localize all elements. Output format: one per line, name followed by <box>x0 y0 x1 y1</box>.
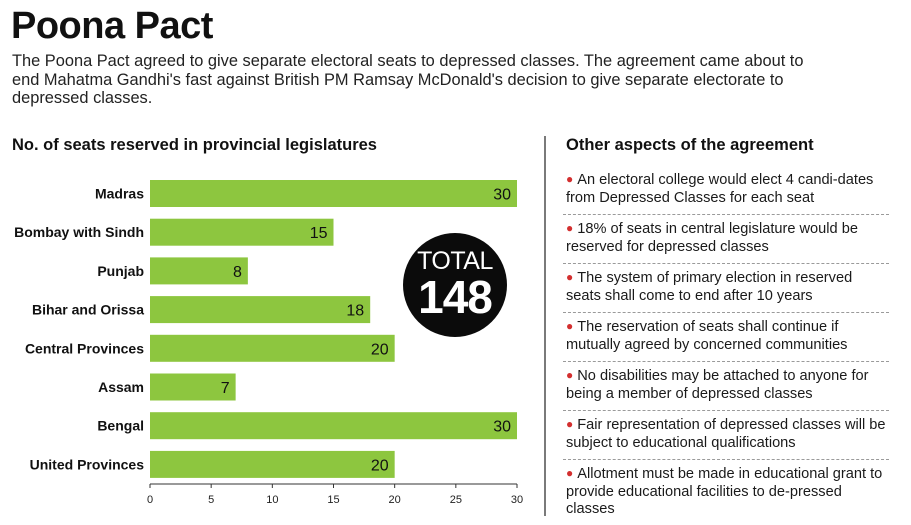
aspect-text: Fair representation of depressed classes… <box>566 417 886 451</box>
bullet-icon: ● <box>566 221 574 235</box>
bullet-icon: ● <box>566 368 574 382</box>
bar <box>150 412 517 440</box>
aspect-item: ● 18% of seats in central legislature wou… <box>563 215 889 264</box>
x-tick-label: 30 <box>511 494 523 506</box>
bullet-icon: ● <box>566 319 574 333</box>
x-tick-label: 25 <box>450 494 462 506</box>
aspect-text: An electoral college would elect 4 candi… <box>566 172 874 206</box>
x-tick-label: 10 <box>266 494 278 506</box>
bullet-icon: ● <box>566 172 574 186</box>
bullet-icon: ● <box>566 270 574 284</box>
page-title: Poona Pact <box>11 5 213 47</box>
aspect-text: 18% of seats in central legislature woul… <box>566 221 858 255</box>
data-label: 18 <box>346 303 364 320</box>
aspect-text: Allotment must be made in educational gr… <box>566 466 883 517</box>
bullet-icon: ● <box>566 417 574 431</box>
aspect-text: The system of primary election in reserv… <box>566 270 853 304</box>
bullet-icon: ● <box>566 466 574 480</box>
total-badge: TOTAL 148 <box>403 233 507 337</box>
aspect-text: The reservation of seats shall continue … <box>566 319 848 353</box>
aspect-item: ● No disabilities may be attached to anyo… <box>563 362 889 411</box>
total-value: 148 <box>418 271 493 323</box>
data-label: 20 <box>371 341 389 358</box>
category-label: Central Provinces <box>25 340 144 356</box>
bar <box>150 296 371 324</box>
category-label: Madras <box>95 186 144 202</box>
aspect-text: No disabilities may be attached to anyon… <box>566 368 869 402</box>
aspects-list: ● An electoral college would elect 4 cand… <box>563 166 889 525</box>
bar <box>150 373 236 401</box>
category-label: Bengal <box>97 418 144 434</box>
bar <box>150 257 248 285</box>
x-tick-label: 0 <box>147 494 153 506</box>
data-label: 15 <box>310 225 328 242</box>
data-label: 20 <box>371 457 389 474</box>
category-label: United Provinces <box>30 456 145 472</box>
bar <box>150 218 334 246</box>
category-label: Bihar and Orissa <box>32 302 144 318</box>
aspect-item: ● An electoral college would elect 4 cand… <box>563 166 889 215</box>
aspect-item: ● Allotment must be made in educational g… <box>563 460 889 525</box>
page-subtitle: The Poona Pact agreed to give separate e… <box>12 52 804 107</box>
x-tick-label: 20 <box>389 494 401 506</box>
data-label: 8 <box>233 264 242 281</box>
data-label: 7 <box>221 380 230 397</box>
category-label: Punjab <box>97 263 144 279</box>
total-label: TOTAL <box>417 247 493 275</box>
bar <box>150 334 395 362</box>
x-tick-label: 15 <box>327 494 339 506</box>
bar <box>150 180 517 207</box>
aspects-heading: Other aspects of the agreement <box>566 136 814 154</box>
data-label: 30 <box>493 187 511 204</box>
category-label: Assam <box>98 379 144 395</box>
column-divider <box>544 136 546 516</box>
bar <box>150 450 395 478</box>
aspect-item: ● The system of primary election in reser… <box>563 264 889 313</box>
data-label: 30 <box>493 419 511 436</box>
x-tick-label: 5 <box>208 494 214 506</box>
aspect-item: ● Fair representation of depressed classe… <box>563 411 889 460</box>
chart-heading: No. of seats reserved in provincial legi… <box>12 136 377 154</box>
category-label: Bombay with Sindh <box>14 224 144 240</box>
aspect-item: ● The reservation of seats shall continue… <box>563 313 889 362</box>
